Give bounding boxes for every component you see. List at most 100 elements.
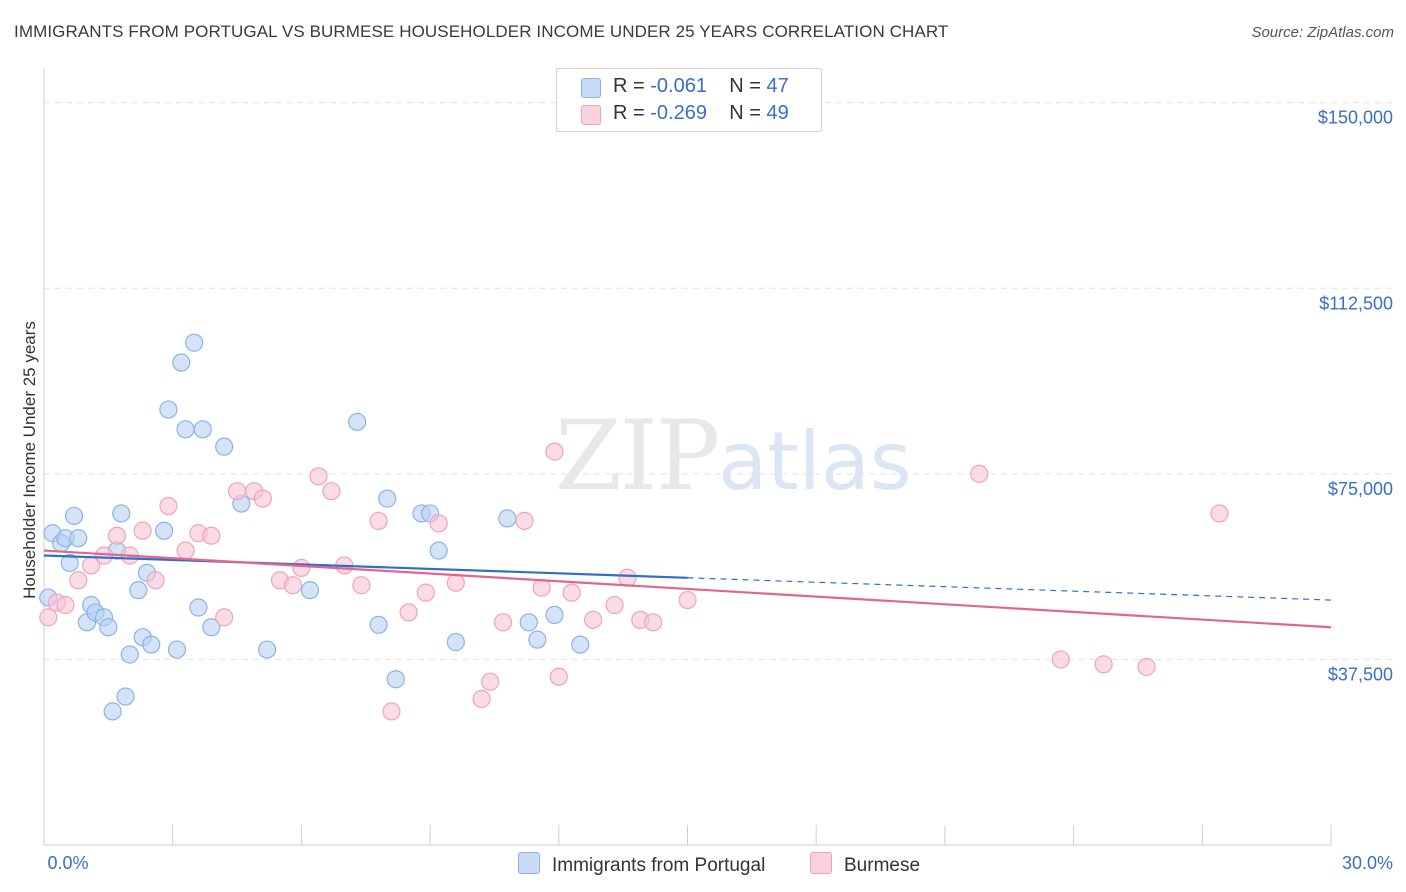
point-burmese <box>605 595 624 615</box>
point-burmese <box>678 590 697 610</box>
bottom-legend-label-burmese: Burmese <box>844 855 921 876</box>
source-label: Source: ZipAtlas.com <box>1251 24 1394 41</box>
point-portugal <box>571 635 590 654</box>
x-tick-label: 0.0% <box>47 853 88 873</box>
trendline-portugal <box>43 554 688 579</box>
point-burmese <box>545 442 564 461</box>
legend-n-label: N = <box>729 102 761 124</box>
legend-n-label: N = <box>729 75 761 97</box>
point-burmese <box>429 514 448 533</box>
point-portugal <box>116 687 135 706</box>
point-portugal <box>498 509 517 528</box>
point-burmese <box>382 702 401 721</box>
point-burmese <box>532 578 551 597</box>
point-burmese <box>515 511 534 530</box>
point-burmese <box>584 610 603 629</box>
point-portugal <box>528 630 547 649</box>
y-tick-label: $75,000 <box>1328 479 1393 499</box>
y-tick-label: $37,500 <box>1328 664 1393 684</box>
point-portugal <box>142 635 161 654</box>
point-burmese <box>322 482 341 501</box>
point-burmese <box>309 467 328 486</box>
point-burmese <box>133 521 152 540</box>
point-portugal <box>257 640 277 659</box>
point-portugal <box>202 618 221 637</box>
point-burmese <box>292 558 311 577</box>
point-portugal <box>519 613 538 632</box>
point-burmese <box>416 583 435 602</box>
legend-text-burmese: R = -0.269 N = 49 <box>613 102 789 125</box>
legend-swatch-portugal <box>581 78 601 98</box>
point-portugal <box>545 605 564 625</box>
point-portugal <box>64 506 84 526</box>
bottom-legend-swatch-portugal <box>518 852 540 874</box>
point-burmese <box>253 489 272 508</box>
point-burmese <box>399 603 418 622</box>
point-portugal <box>129 581 148 600</box>
point-portugal <box>300 581 320 600</box>
point-portugal <box>429 541 448 560</box>
point-portugal <box>176 420 195 439</box>
point-burmese <box>1051 650 1070 669</box>
point-burmese <box>618 568 637 587</box>
point-portugal <box>60 553 79 573</box>
chart-title: IMMIGRANTS FROM PORTUGAL VS BURMESE HOUS… <box>14 22 949 41</box>
stats-legend: R = -0.061 N = 47 R = -0.269 N = 49 <box>556 68 822 132</box>
point-portugal <box>386 670 405 689</box>
legend-r-label: R = <box>613 75 645 97</box>
y-tick-label: $112,500 <box>1319 293 1393 313</box>
point-portugal <box>120 645 139 664</box>
watermark: ZIPatlas <box>555 400 912 512</box>
point-burmese <box>446 573 465 592</box>
point-burmese <box>69 571 88 590</box>
point-burmese <box>1137 657 1156 676</box>
point-portugal <box>189 598 208 617</box>
point-portugal <box>159 400 178 419</box>
point-burmese <box>215 608 234 627</box>
watermark-atlas: atlas <box>718 415 912 508</box>
bottom-legend-swatch-burmese <box>810 852 832 874</box>
trendline-portugal-dashed <box>687 577 1332 601</box>
point-portugal <box>99 618 118 637</box>
point-burmese <box>1210 504 1229 523</box>
legend-r-value: -0.269 <box>650 102 707 124</box>
point-portugal <box>215 437 234 456</box>
point-portugal <box>193 420 212 439</box>
point-portugal <box>69 529 88 548</box>
point-burmese <box>644 613 663 632</box>
point-portugal <box>155 521 174 540</box>
legend-swatch-burmese <box>581 105 601 125</box>
point-portugal <box>103 702 122 721</box>
legend-n-value: 49 <box>766 102 789 124</box>
x-tick-label: 30.0% <box>1342 853 1393 873</box>
trendline-burmese <box>43 549 1332 629</box>
point-burmese <box>481 672 500 691</box>
point-burmese <box>549 667 568 686</box>
point-burmese <box>352 576 371 595</box>
point-portugal <box>446 633 465 652</box>
point-burmese <box>107 526 127 545</box>
point-burmese <box>493 613 513 632</box>
bottom-legend-label-portugal: Immigrants from Portugal <box>552 855 766 876</box>
point-burmese <box>1094 655 1113 674</box>
y-tick-label: $150,000 <box>1318 108 1393 128</box>
point-burmese <box>227 482 247 501</box>
legend-r-value: -0.061 <box>650 75 707 97</box>
point-burmese <box>562 583 581 602</box>
point-burmese <box>283 576 302 595</box>
point-burmese <box>56 595 75 615</box>
point-burmese <box>159 496 178 516</box>
point-burmese <box>39 608 58 627</box>
point-portugal <box>185 333 204 352</box>
point-portugal <box>172 353 191 372</box>
watermark-zip: ZIP <box>555 400 720 512</box>
y-axis-label: Householder Income Under 25 years <box>20 321 39 599</box>
point-portugal <box>378 489 397 508</box>
point-burmese <box>146 571 165 590</box>
bottom-legend-burmese: Burmese <box>810 852 920 877</box>
point-portugal <box>348 412 367 432</box>
point-burmese <box>472 689 491 709</box>
point-burmese <box>369 511 388 530</box>
bottom-legend-portugal: Immigrants from Portugal <box>518 852 765 877</box>
